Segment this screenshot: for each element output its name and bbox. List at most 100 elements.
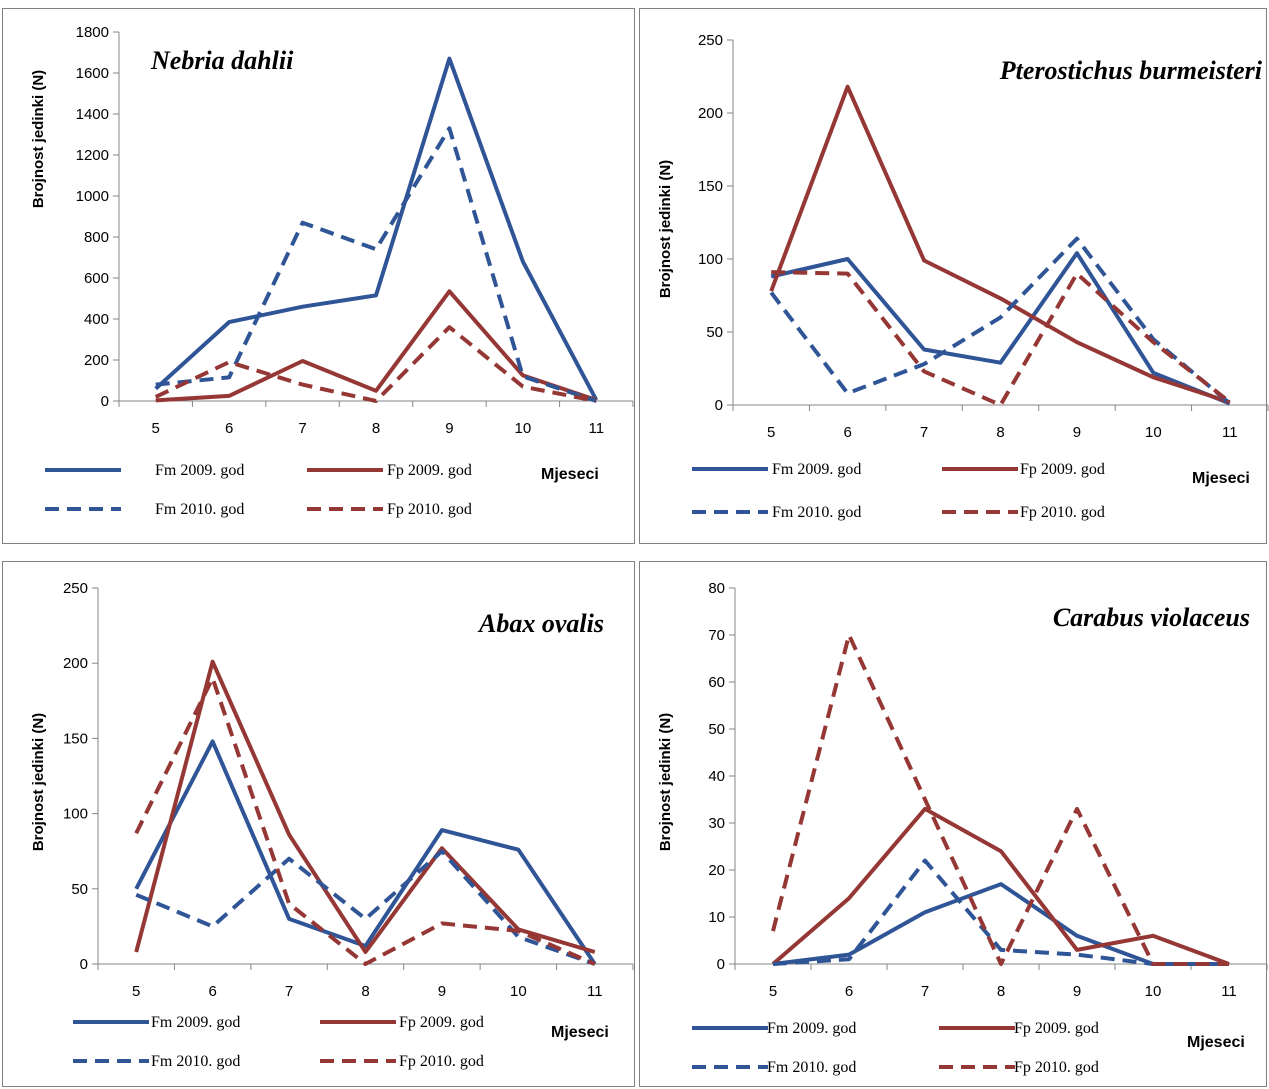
series-line-3 <box>769 236 1232 406</box>
y-tick-label: 70 <box>708 627 725 644</box>
series-line-2 <box>771 806 1230 966</box>
y-tick-label: 0 <box>715 397 723 414</box>
y-tick-label: 0 <box>101 393 109 410</box>
x-tick-label: 5 <box>769 983 777 1000</box>
chart-title: Nebria dahlii <box>150 46 294 75</box>
legend-label: Fm 2009. god <box>772 461 861 478</box>
legend-item: Fm 2010. god <box>692 504 861 521</box>
legend-label: Fm 2010. god <box>772 504 861 521</box>
legend-label: Fp 2010. god <box>1014 1059 1099 1076</box>
x-tick-label: 7 <box>920 424 928 441</box>
legend-item: Fm 2010. god <box>73 1053 240 1070</box>
x-axis-label: Mjeseci <box>1187 1034 1245 1051</box>
legend-item: Fm 2010. god <box>45 501 244 518</box>
x-tick-label: 7 <box>298 420 306 437</box>
y-tick-label: 20 <box>708 862 725 879</box>
legend-item: Fp 2010. god <box>320 1053 484 1070</box>
x-tick-label: 5 <box>767 424 775 441</box>
series-line-4 <box>134 676 596 966</box>
y-tick-label: 40 <box>708 768 725 785</box>
axes: 0 50 100 150 200 250 5 6 7 8 9 10 11 <box>698 32 1269 441</box>
y-tick-label: 200 <box>84 352 109 369</box>
series-line-1 <box>154 56 599 401</box>
x-tick-label: 11 <box>587 983 603 1000</box>
x-tick-label: 6 <box>843 424 851 441</box>
series-line-4 <box>771 270 1232 407</box>
y-tick-label: 600 <box>84 270 109 287</box>
y-axis-label: Brojnost jedinki (N) <box>657 160 674 298</box>
y-axis-label: Brojnost jedinki (N) <box>30 713 47 851</box>
axes: 0 10 20 30 40 50 60 70 80 5 6 7 8 9 10 11 <box>708 580 1268 1000</box>
y-tick-label: 10 <box>708 909 725 926</box>
x-tick-label: 8 <box>361 983 369 1000</box>
legend-label: Fm 2009. god <box>155 462 244 479</box>
y-tick-label: 80 <box>708 580 725 597</box>
y-tick-label: 1600 <box>76 65 109 82</box>
y-tick-label: 250 <box>698 32 723 49</box>
legend-item: Fp 2010. god <box>942 504 1105 521</box>
x-tick-label: 9 <box>445 420 453 437</box>
legend-label: Fp 2009. god <box>1014 1020 1099 1037</box>
y-tick-label: 30 <box>708 815 725 832</box>
legend-item: Fm 2009. god <box>45 462 244 479</box>
y-tick-label: 1200 <box>76 147 109 164</box>
chart-panel-nebria-dahlii: Nebria dahlii Brojnost jedinki (N) Mjese… <box>2 8 635 544</box>
series-line-4 <box>771 633 1229 966</box>
y-tick-label: 150 <box>698 178 723 195</box>
chart-title: Carabus violaceus <box>1053 603 1250 632</box>
legend-label: Fm 2010. god <box>151 1053 240 1070</box>
y-axis-label: Brojnost jedinki (N) <box>30 70 47 208</box>
legend-item: Fp 2009. god <box>939 1020 1099 1037</box>
y-tick-label: 50 <box>706 324 723 341</box>
x-tick-label: 7 <box>921 983 929 1000</box>
y-tick-label: 60 <box>708 674 725 691</box>
series-line-2 <box>769 84 1231 405</box>
chart-svg: Carabus violaceus Brojnost jedinki (N) M… <box>657 580 1268 1076</box>
x-tick-label: 6 <box>845 983 853 1000</box>
y-tick-label: 400 <box>84 311 109 328</box>
legend-label: Fm 2009. god <box>767 1020 856 1037</box>
x-tick-label: 8 <box>997 983 1005 1000</box>
x-tick-label: 10 <box>510 983 527 1000</box>
series-line-4 <box>154 325 597 403</box>
legend-item: Fm 2009. god <box>692 461 861 478</box>
x-tick-label: 11 <box>1222 424 1238 441</box>
y-tick-label: 200 <box>698 105 723 122</box>
x-axis-label: Mjeseci <box>1192 470 1250 487</box>
legend-label: Fm 2009. god <box>151 1014 240 1031</box>
x-tick-label: 6 <box>208 983 216 1000</box>
legend-item: Fp 2009. god <box>320 1014 484 1031</box>
y-tick-label: 800 <box>84 229 109 246</box>
x-tick-label: 5 <box>152 420 160 437</box>
y-tick-label: 0 <box>80 956 88 973</box>
legend-label: Fp 2010. god <box>399 1053 484 1070</box>
legend-item: Fp 2010. god <box>939 1059 1099 1076</box>
x-tick-label: 7 <box>285 983 293 1000</box>
legend-item: Fm 2010. god <box>692 1059 856 1076</box>
y-tick-label: 0 <box>717 956 725 973</box>
x-tick-label: 10 <box>1145 424 1162 441</box>
chart-svg: Pterostichus burmeisteri Brojnost jedink… <box>657 32 1269 521</box>
y-tick-label: 200 <box>63 655 88 672</box>
y-axis-label: Brojnost jedinki (N) <box>657 713 674 851</box>
x-tick-label: 9 <box>1073 983 1081 1000</box>
chart-title: Abax ovalis <box>477 609 604 638</box>
legend-item: Fm 2009. god <box>73 1014 240 1031</box>
series-line-1 <box>134 739 597 966</box>
y-tick-label: 100 <box>698 251 723 268</box>
x-tick-label: 6 <box>225 420 233 437</box>
x-tick-label: 11 <box>1221 983 1237 1000</box>
y-tick-label: 1800 <box>76 24 109 41</box>
x-tick-label: 11 <box>588 420 604 437</box>
y-tick-label: 100 <box>63 806 88 823</box>
series-line-3 <box>772 858 1229 966</box>
y-tick-label: 1000 <box>76 188 109 205</box>
legend-label: Fp 2010. god <box>1020 504 1105 521</box>
chart-svg: Abax ovalis Brojnost jedinki (N) Mjeseci… <box>30 580 634 1070</box>
x-axis-label: Mjeseci <box>541 466 599 483</box>
x-tick-label: 5 <box>132 983 140 1000</box>
y-tick-label: 50 <box>708 721 725 738</box>
legend-label: Fp 2010. god <box>387 501 472 518</box>
y-tick-label: 250 <box>63 580 88 597</box>
x-tick-label: 10 <box>515 420 532 437</box>
